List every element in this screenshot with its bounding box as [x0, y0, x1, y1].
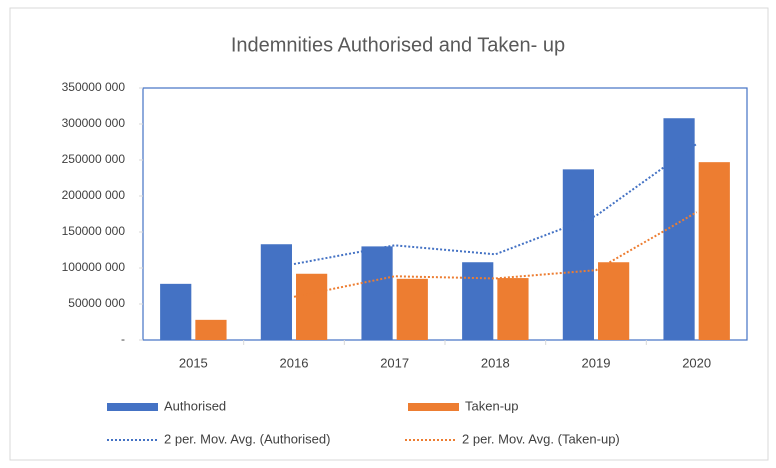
y-tick-label: 100000 000 — [62, 260, 126, 274]
bar — [260, 244, 292, 340]
legend-label: 2 per. Mov. Avg. (Taken-up) — [462, 431, 620, 446]
bar — [497, 278, 529, 340]
bar — [598, 262, 630, 340]
legend-swatch — [408, 403, 459, 411]
x-tick-label: 2016 — [280, 355, 309, 370]
legend-label: 2 per. Mov. Avg. (Authorised) — [164, 431, 330, 446]
x-tick-label: 2017 — [380, 355, 409, 370]
y-tick-label: 250000 000 — [62, 152, 126, 166]
x-tick-label: 2019 — [582, 355, 611, 370]
y-tick-label: 150000 000 — [62, 224, 126, 238]
bar — [296, 273, 328, 340]
chart-title: Indemnities Authorised and Taken- up — [231, 34, 565, 56]
bar — [160, 283, 192, 340]
y-tick-label: - — [121, 332, 125, 346]
bar — [562, 169, 594, 340]
bar — [195, 319, 227, 340]
legend-swatch — [107, 403, 158, 411]
y-tick-label: 50000 000 — [68, 296, 125, 310]
bar — [462, 262, 494, 340]
x-tick-label: 2018 — [481, 355, 510, 370]
x-tick-label: 2015 — [179, 355, 208, 370]
moving-average-line — [293, 142, 698, 266]
moving-average-line — [293, 211, 698, 298]
y-tick-label: 300000 000 — [62, 116, 126, 130]
bar — [663, 118, 695, 341]
legend-label: Authorised — [164, 398, 226, 413]
y-tick-label: 200000 000 — [62, 188, 126, 202]
x-tick-label: 2020 — [682, 355, 711, 370]
chart-frame — [9, 7, 769, 461]
y-tick-label: 350000 000 — [62, 80, 126, 94]
bar — [396, 278, 428, 340]
legend-label: Taken-up — [465, 398, 518, 413]
bar — [361, 246, 393, 340]
bar — [698, 162, 730, 340]
